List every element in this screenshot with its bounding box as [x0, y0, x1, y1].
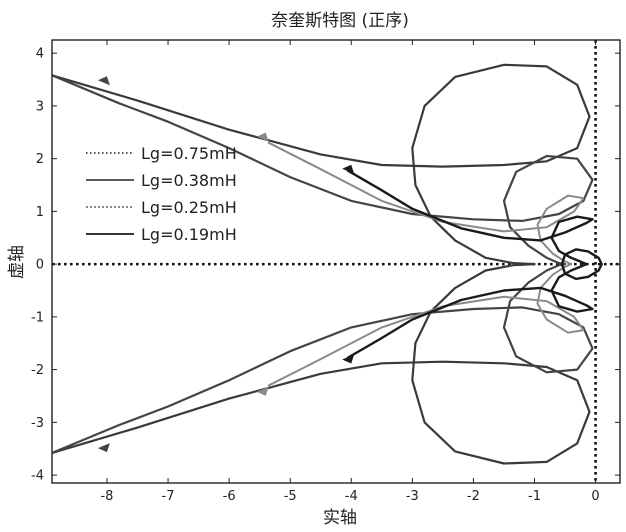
direction-arrow	[97, 76, 110, 86]
legend-label: Lg=0.25mH	[141, 198, 237, 217]
series-line-lg-0-25mh-upper	[267, 141, 585, 266]
plot-frame	[51, 39, 621, 484]
x-tick-label: -1	[528, 489, 541, 504]
x-tick-label: -7	[162, 489, 175, 504]
direction-arrow	[256, 132, 269, 142]
series-line-lg-0-75mh-lower	[52, 263, 591, 465]
y-tick-label: -2	[31, 363, 44, 378]
x-tick-label: -5	[284, 489, 297, 504]
inner-origin-loop	[560, 248, 604, 281]
direction-arrow	[97, 443, 110, 453]
x-tick-label: 0	[591, 489, 599, 504]
legend: Lg=0.75mH Lg=0.38mH Lg=0.25mH Lg=0.19mH	[86, 144, 237, 244]
x-tick-label: -8	[100, 489, 113, 504]
y-axis-ticks: -4 -3 -2 -1 0 1 2 3 4	[31, 47, 620, 484]
legend-label: Lg=0.19mH	[141, 225, 237, 244]
y-tick-label: 4	[36, 47, 44, 62]
y-axis-label: 虚轴	[7, 245, 27, 279]
direction-arrow	[342, 164, 355, 174]
y-tick-label: 0	[36, 258, 44, 273]
y-tick-label: 3	[36, 99, 44, 114]
y-tick-label: -1	[31, 310, 44, 325]
series-line-lg-0-75mh-upper	[52, 63, 591, 266]
legend-label: Lg=0.75mH	[141, 144, 237, 163]
direction-arrows	[97, 76, 355, 453]
x-tick-label: -2	[467, 489, 480, 504]
y-tick-label: -4	[31, 469, 44, 484]
x-axis-label: 实轴	[323, 508, 357, 528]
zero-reference-lines	[52, 40, 620, 483]
y-tick-label: -3	[31, 416, 44, 431]
x-axis-ticks: -8 -7 -6 -5 -4 -3 -2 -1 0	[100, 40, 600, 504]
y-tick-label: 2	[36, 152, 44, 167]
chart-title: 奈奎斯特图 (正序)	[271, 11, 409, 31]
y-tick-label: 1	[36, 205, 44, 220]
direction-arrow	[342, 354, 355, 364]
series-line-lg-0-25mh-lower	[267, 263, 585, 387]
legend-label: Lg=0.38mH	[141, 171, 237, 190]
x-tick-label: -4	[345, 489, 358, 504]
x-tick-label: -3	[406, 489, 419, 504]
nyquist-curves	[52, 63, 604, 465]
x-tick-label: -6	[223, 489, 236, 504]
direction-arrow	[256, 386, 269, 396]
